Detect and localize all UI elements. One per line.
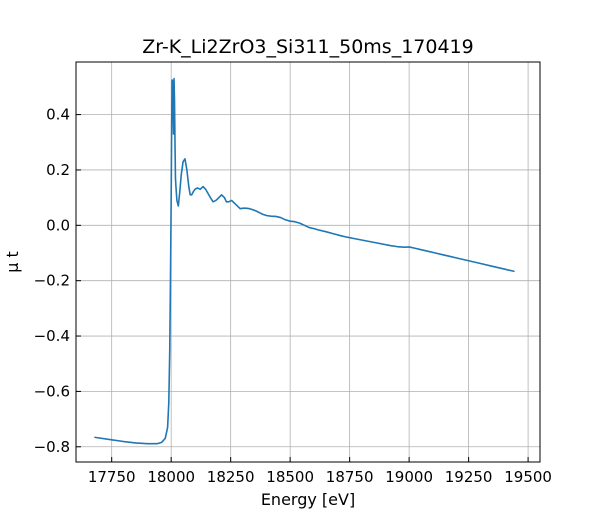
y-tick-label: 0.0 xyxy=(46,216,70,234)
grid xyxy=(76,62,540,462)
x-tick-label: 18750 xyxy=(326,468,374,486)
x-tick-label: 18000 xyxy=(147,468,195,486)
plot-frame xyxy=(75,61,541,463)
y-tick-label: −0.4 xyxy=(34,327,70,345)
x-tick-label: 19000 xyxy=(385,468,433,486)
series-layer xyxy=(94,77,515,445)
series-line xyxy=(94,77,515,445)
x-tick-label: 17750 xyxy=(88,468,136,486)
x-tick-label: 18500 xyxy=(266,468,314,486)
ticks: 17750 18000 18250 18500 18750 19000 19250 19500… xyxy=(34,106,552,486)
x-axis-label: Energy [eV] xyxy=(261,490,355,509)
y-tick-label: 0.2 xyxy=(46,161,70,179)
y-tick-label: −0.6 xyxy=(34,382,70,400)
x-tick-label: 18250 xyxy=(207,468,255,486)
y-tick-label: −0.2 xyxy=(34,272,70,290)
x-tick-label: 19250 xyxy=(445,468,493,486)
chart-title: Zr-K_Li2ZrO3_Si311_50ms_170419 xyxy=(142,36,473,58)
x-tick-label: 19500 xyxy=(504,468,552,486)
axes xyxy=(75,61,541,463)
y-tick-label: −0.8 xyxy=(34,438,70,456)
y-tick-label: 0.4 xyxy=(46,106,70,124)
y-axis-label: μ t xyxy=(3,251,22,273)
